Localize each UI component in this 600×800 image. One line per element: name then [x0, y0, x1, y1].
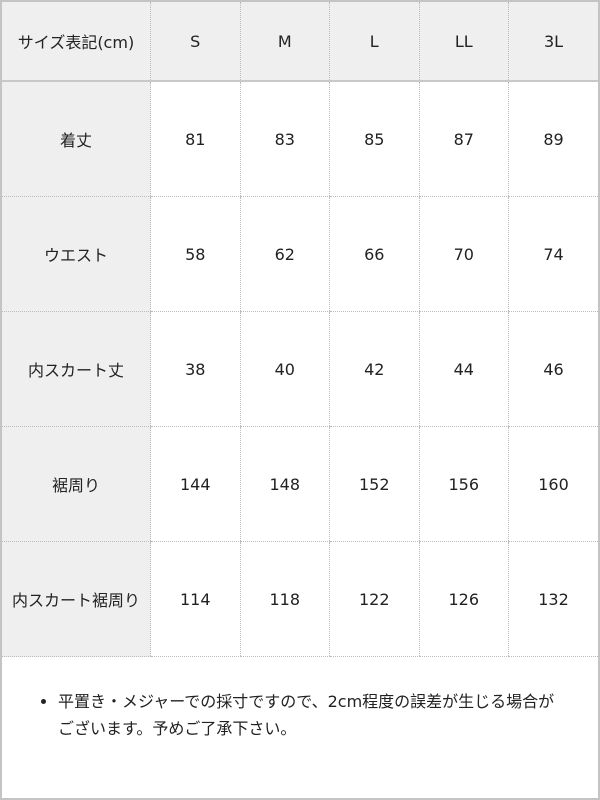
row-label: ウエスト: [2, 196, 151, 312]
header-cell: S: [150, 2, 240, 82]
table-cell: 126: [418, 541, 509, 657]
table-cell: 62: [239, 196, 330, 312]
table-cell: 46: [508, 311, 598, 427]
header-cell: L: [329, 2, 419, 82]
table-cell: 160: [508, 426, 598, 542]
table-cell: 89: [508, 81, 598, 197]
table-row: 着丈 81 83 85 87 89: [2, 81, 598, 197]
table-cell: 122: [329, 541, 419, 657]
note-item: 平置き・メジャーでの採寸ですので、2cm程度の誤差が生じる場合がございます。予め…: [58, 688, 564, 742]
table-cell: 58: [150, 196, 240, 312]
notes: 平置き・メジャーでの採寸ですので、2cm程度の誤差が生じる場合がございます。予め…: [44, 688, 564, 742]
table-cell: 44: [418, 311, 509, 427]
header-cell: M: [239, 2, 330, 82]
table-cell: 40: [239, 311, 330, 427]
table-row: ウエスト 58 62 66 70 74: [2, 196, 598, 312]
row-label: 内スカート丈: [2, 311, 151, 427]
table-cell: 70: [418, 196, 509, 312]
table-cell: 85: [329, 81, 419, 197]
table-cell: 74: [508, 196, 598, 312]
table-cell: 38: [150, 311, 240, 427]
table-cell: 144: [150, 426, 240, 542]
table-cell: 83: [239, 81, 330, 197]
table-cell: 87: [418, 81, 509, 197]
table-cell: 66: [329, 196, 419, 312]
table-cell: 132: [508, 541, 598, 657]
table-cell: 42: [329, 311, 419, 427]
table-cell: 118: [239, 541, 330, 657]
header-cell: 3L: [508, 2, 598, 82]
table-row: 裾周り 144 148 152 156 160: [2, 426, 598, 542]
table-cell: 114: [150, 541, 240, 657]
row-label: 内スカート裾周り: [2, 541, 151, 657]
size-table: サイズ表記(cm) S M L LL 3L 着丈 81 83 85 87 89 ウエスト 58…: [2, 2, 598, 657]
header-cell: LL: [418, 2, 509, 82]
table-cell: 81: [150, 81, 240, 197]
table-cell: 148: [239, 426, 330, 542]
row-label: 着丈: [2, 81, 151, 197]
table-row: 内スカート丈 38 40 42 44 46: [2, 311, 598, 427]
header-cell: サイズ表記(cm): [2, 2, 151, 82]
table-header-row: サイズ表記(cm) S M L LL 3L: [2, 2, 598, 82]
table-cell: 152: [329, 426, 419, 542]
table-row: 内スカート裾周り 114 118 122 126 132: [2, 541, 598, 657]
row-label: 裾周り: [2, 426, 151, 542]
table-cell: 156: [418, 426, 509, 542]
